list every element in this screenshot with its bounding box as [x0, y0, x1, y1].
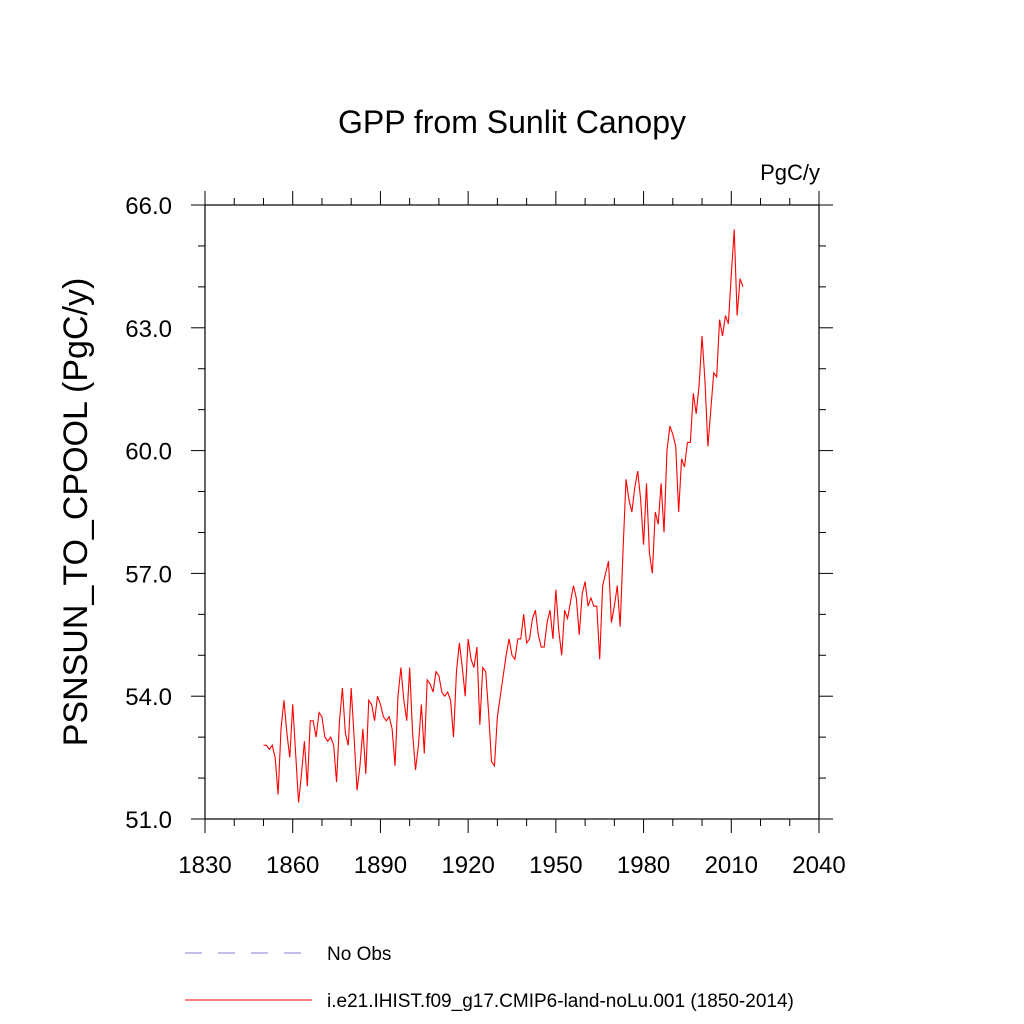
legend-label-model-run: i.e21.IHIST.f09_g17.CMIP6-land-noLu.001 …	[327, 991, 794, 1012]
y-tick-label: 54.0	[125, 684, 172, 711]
y-axis-label: PSNSUN_TO_CPOOL (PgC/y)	[57, 278, 95, 747]
x-tick-label: 2010	[705, 852, 758, 879]
legend-label-no-obs: No Obs	[327, 944, 391, 965]
series-line-1	[263, 229, 744, 803]
x-tick-label: 2040	[792, 852, 845, 879]
x-tick-label: 1860	[266, 852, 319, 879]
legend: No Obs i.e21.IHIST.f09_g17.CMIP6-land-no…	[185, 944, 794, 1012]
units-label: PgC/y	[760, 160, 820, 185]
x-tick-label: 1890	[354, 852, 407, 879]
axis-ticks	[191, 191, 833, 833]
y-tick-label: 63.0	[125, 316, 172, 343]
y-tick-label: 51.0	[125, 807, 172, 834]
y-tick-label: 60.0	[125, 439, 172, 466]
axis-tick-labels: 1830 1860 1890 1920 1950 1980 2010 2040 51.0 54.0…	[125, 193, 845, 879]
series-layer	[263, 229, 744, 803]
x-tick-label: 1980	[617, 852, 670, 879]
x-tick-label: 1920	[441, 852, 494, 879]
y-tick-label: 57.0	[125, 561, 172, 588]
x-tick-label: 1950	[529, 852, 582, 879]
y-tick-label: 66.0	[125, 193, 172, 220]
x-tick-label: 1830	[178, 852, 231, 879]
plot-frame	[204, 204, 820, 820]
chart-title: GPP from Sunlit Canopy	[338, 104, 686, 140]
